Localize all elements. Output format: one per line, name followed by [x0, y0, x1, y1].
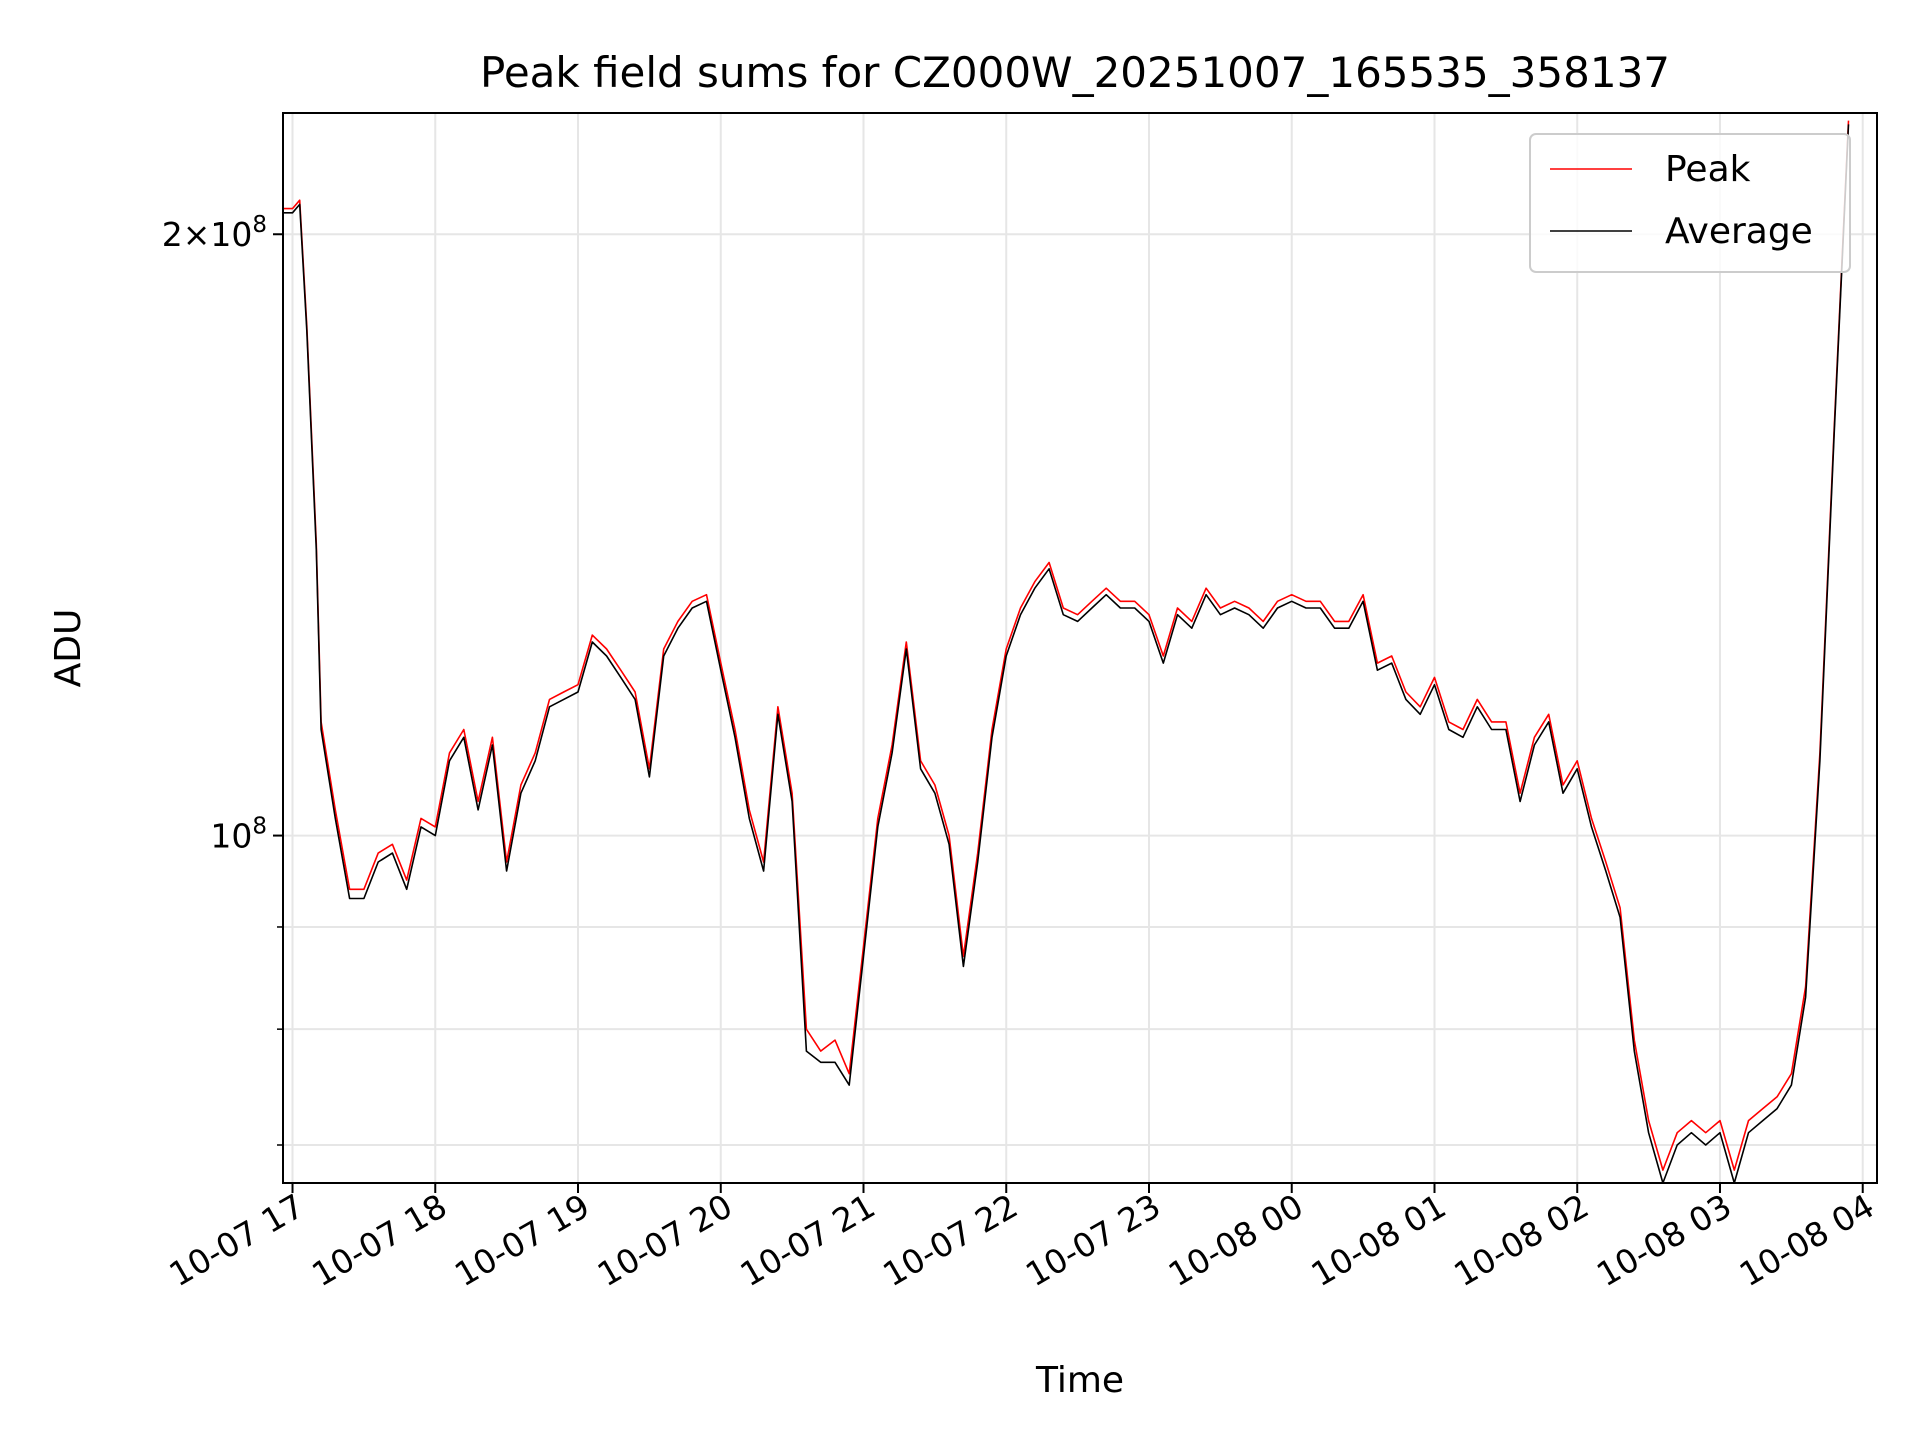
grid-lines	[283, 113, 1877, 1183]
x-tick-label: 10-08 02	[1447, 1186, 1595, 1294]
x-tick-label: 10-08 01	[1304, 1186, 1452, 1294]
plot-frame	[282, 112, 1878, 1184]
x-tick-label: 10-07 17	[163, 1186, 311, 1294]
x-tick-label: 10-08 03	[1590, 1186, 1738, 1294]
legend-label-peak: Peak	[1665, 149, 1751, 190]
x-tick-label: 10-07 19	[448, 1186, 596, 1294]
y-axis-ticks: 108 2×108	[162, 212, 283, 1146]
x-tick-label: 10-07 21	[734, 1186, 882, 1294]
x-tick-label: 10-07 23	[1019, 1186, 1167, 1294]
y-tick-label: 2×108	[162, 212, 267, 254]
legend-label-average: Average	[1665, 211, 1813, 252]
x-tick-label: 10-08 04	[1733, 1186, 1881, 1294]
x-tick-label: 10-07 18	[305, 1186, 453, 1294]
series-line-peak	[283, 120, 1850, 1171]
y-tick-label: 108	[210, 814, 267, 856]
series-lines	[283, 120, 1850, 1184]
chart-title: Peak field sums for CZ000W_20251007_1655…	[480, 48, 1670, 97]
legend: Peak Average	[1529, 133, 1851, 273]
x-tick-label: 10-08 00	[1162, 1186, 1310, 1294]
x-tick-label: 10-07 20	[591, 1186, 739, 1294]
series-line-average	[283, 124, 1850, 1184]
y-axis-label: ADU	[48, 609, 89, 688]
x-axis-label: Time	[1035, 1360, 1124, 1401]
x-tick-label: 10-07 22	[876, 1186, 1024, 1294]
